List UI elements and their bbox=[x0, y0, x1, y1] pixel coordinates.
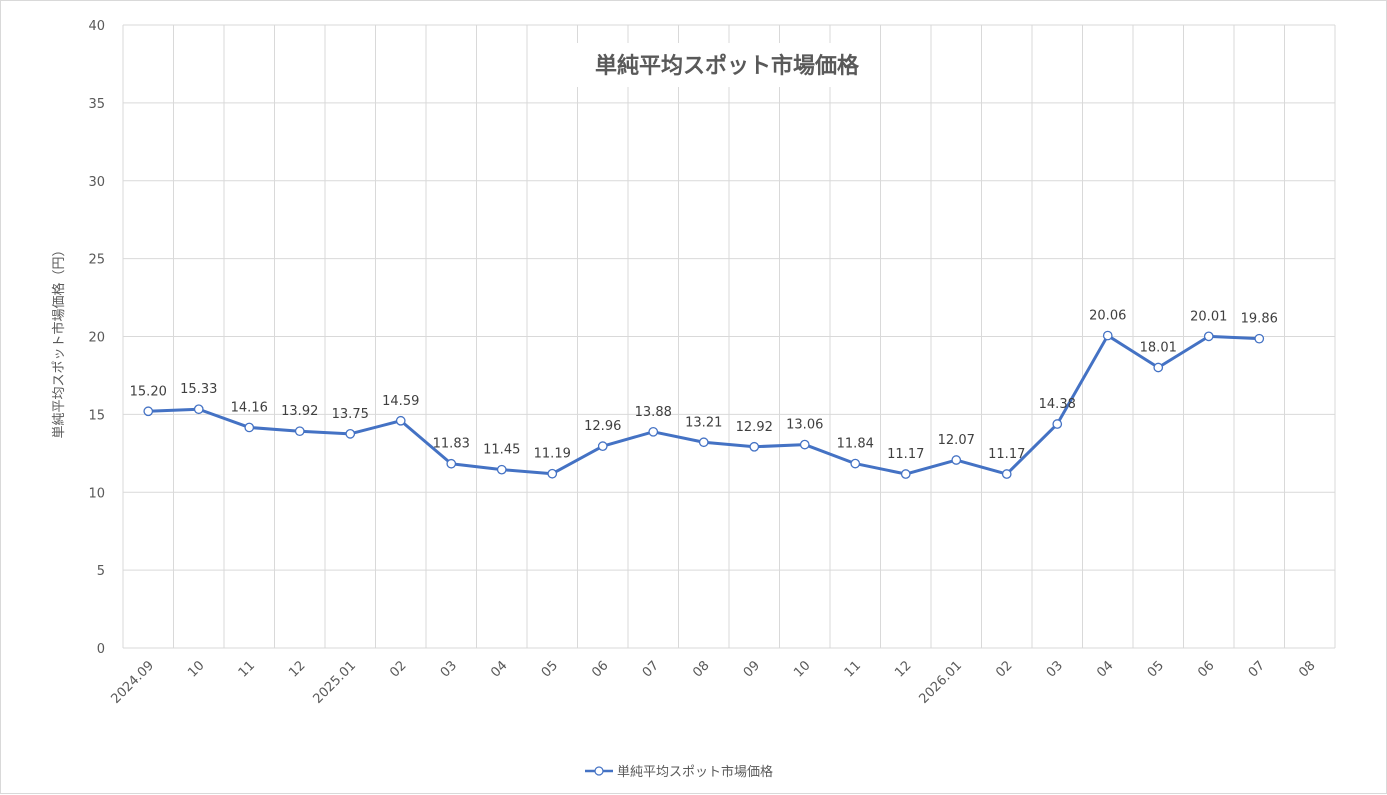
y-tick-label: 15 bbox=[88, 408, 105, 423]
x-tick-label: 03 bbox=[1044, 658, 1066, 680]
data-point bbox=[1001, 469, 1012, 479]
data-point bbox=[1254, 333, 1265, 344]
data-point bbox=[900, 469, 911, 479]
x-tick-label: 05 bbox=[539, 658, 561, 680]
data-label: 15.20 bbox=[130, 384, 167, 399]
x-tick-label: 07 bbox=[640, 658, 662, 680]
x-tick-label: 10 bbox=[185, 658, 207, 680]
gridlines bbox=[122, 24, 1336, 649]
data-label: 15.33 bbox=[180, 382, 217, 397]
legend-marker-swatch bbox=[594, 766, 604, 776]
data-label: 20.06 bbox=[1089, 309, 1126, 324]
x-tick-label: 02 bbox=[387, 658, 409, 680]
x-tick-label: 2026.01 bbox=[916, 658, 965, 707]
data-point bbox=[244, 422, 255, 433]
data-label: 12.92 bbox=[736, 420, 773, 435]
data-label: 12.96 bbox=[584, 419, 621, 434]
data-label: 14.16 bbox=[231, 400, 268, 415]
x-tick-label: 07 bbox=[1246, 658, 1268, 680]
data-point bbox=[395, 415, 406, 426]
y-tick-label: 20 bbox=[88, 331, 105, 346]
y-axis-title: 単純平均スポット市場価格（円） bbox=[51, 243, 67, 438]
x-tick-label: 11 bbox=[236, 658, 258, 680]
data-label: 13.21 bbox=[685, 415, 722, 430]
x-axis-ticks: 2024.09 10 11 12 2025.01 02 03 04 05 06 07 08 09 10 11… bbox=[108, 658, 1318, 707]
x-tick-label: 04 bbox=[1094, 658, 1116, 680]
data-label: 13.06 bbox=[786, 418, 823, 433]
x-tick-label: 06 bbox=[1195, 658, 1217, 680]
x-tick-label: 08 bbox=[690, 658, 712, 680]
data-points bbox=[143, 330, 1265, 479]
data-point bbox=[1203, 331, 1214, 342]
y-tick-label: 30 bbox=[88, 175, 105, 190]
x-tick-label: 05 bbox=[1145, 658, 1167, 680]
x-tick-label: 08 bbox=[1296, 658, 1318, 680]
x-tick-label: 11 bbox=[842, 658, 864, 680]
x-tick-label: 09 bbox=[741, 658, 763, 680]
data-label: 11.45 bbox=[483, 443, 520, 458]
data-point bbox=[193, 404, 204, 415]
data-label: 13.88 bbox=[635, 405, 672, 420]
data-point bbox=[749, 441, 760, 452]
data-point bbox=[597, 441, 608, 451]
data-point bbox=[1153, 362, 1164, 373]
data-point bbox=[951, 455, 962, 465]
x-tick-label: 2025.01 bbox=[310, 658, 359, 707]
data-point bbox=[850, 458, 861, 469]
data-label: 13.75 bbox=[332, 407, 369, 422]
data-label: 11.17 bbox=[887, 447, 924, 462]
x-tick-label: 03 bbox=[438, 658, 460, 680]
y-tick-label: 5 bbox=[97, 564, 105, 579]
legend-series-name: 単純平均スポット市場価格 bbox=[617, 764, 773, 780]
y-tick-label: 40 bbox=[88, 19, 105, 34]
chart-title: 単純平均スポット市場価格 bbox=[595, 53, 860, 79]
data-point bbox=[1102, 330, 1113, 341]
y-axis-ticks: 0 5 10 15 20 25 30 35 40 bbox=[88, 19, 105, 657]
data-point bbox=[496, 464, 507, 475]
data-label: 13.92 bbox=[281, 404, 318, 419]
data-point bbox=[345, 428, 356, 439]
data-label: 14.38 bbox=[1039, 397, 1076, 412]
data-label: 11.83 bbox=[433, 437, 470, 452]
x-tick-label: 06 bbox=[589, 658, 611, 680]
data-point bbox=[446, 458, 457, 469]
data-point bbox=[1052, 419, 1063, 429]
data-label: 20.01 bbox=[1190, 309, 1227, 324]
data-point bbox=[294, 426, 305, 437]
y-tick-label: 25 bbox=[88, 253, 105, 268]
data-point bbox=[799, 439, 810, 450]
data-point bbox=[547, 468, 558, 479]
x-tick-label: 2024.09 bbox=[108, 658, 157, 707]
x-tick-label: 02 bbox=[993, 658, 1015, 680]
data-labels: 15.20 15.33 14.16 13.92 13.75 14.59 11.83 11.45… bbox=[130, 309, 1278, 462]
title-background bbox=[576, 43, 879, 87]
y-tick-label: 0 bbox=[97, 642, 105, 657]
data-label: 14.59 bbox=[382, 394, 419, 409]
data-label: 11.84 bbox=[837, 437, 874, 452]
y-tick-label: 10 bbox=[88, 486, 105, 501]
x-tick-label: 04 bbox=[488, 658, 510, 680]
x-tick-label: 10 bbox=[791, 658, 813, 680]
data-label: 11.19 bbox=[534, 447, 571, 462]
y-tick-label: 35 bbox=[88, 97, 105, 112]
data-label: 18.01 bbox=[1140, 340, 1177, 355]
data-label: 11.17 bbox=[988, 447, 1025, 462]
data-point bbox=[698, 437, 709, 448]
x-tick-label: 12 bbox=[892, 658, 914, 680]
data-label: 19.86 bbox=[1241, 312, 1278, 327]
data-point bbox=[143, 406, 154, 417]
data-point bbox=[648, 426, 659, 437]
legend: 単純平均スポット市場価格 bbox=[585, 764, 773, 780]
data-label: 12.07 bbox=[938, 433, 975, 448]
x-tick-label: 12 bbox=[286, 658, 308, 680]
